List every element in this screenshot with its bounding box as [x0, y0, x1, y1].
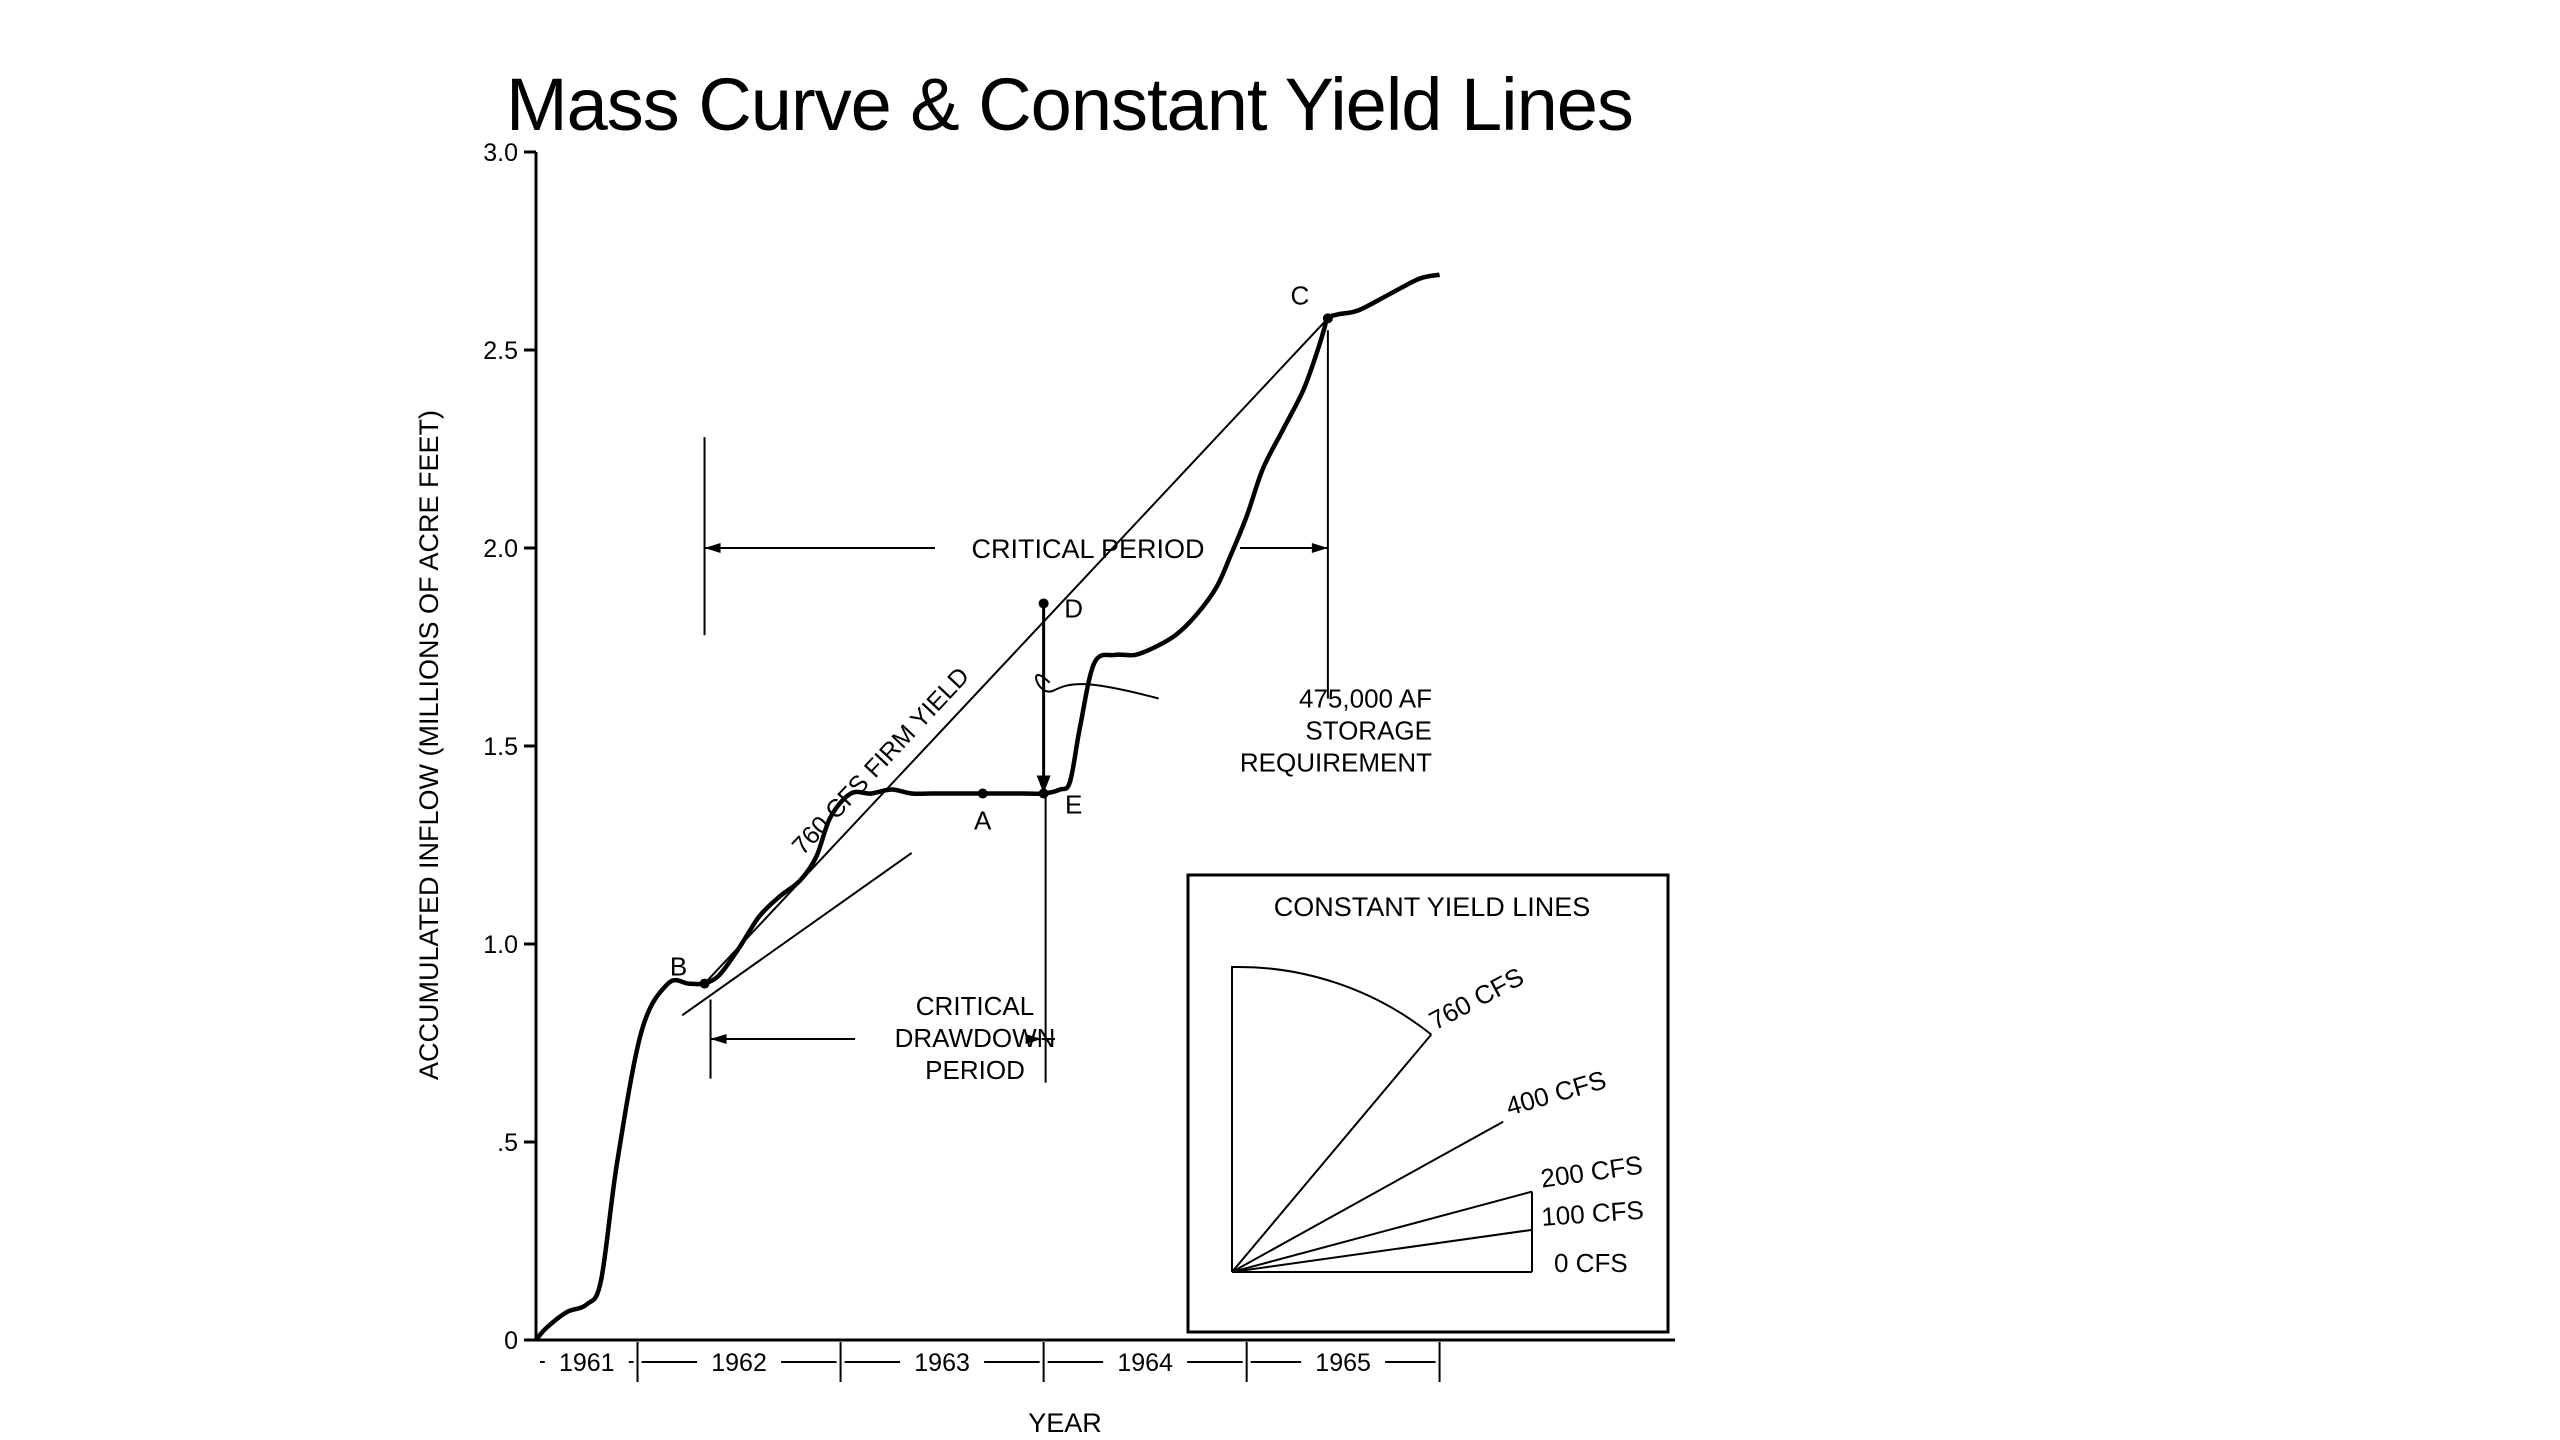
drawdown-label-line: DRAWDOWN [895, 1023, 1056, 1053]
y-tick-label: 1.5 [483, 733, 518, 761]
critical-period-arrow-right [1311, 543, 1328, 553]
inset-arc [1231, 965, 1432, 1272]
y-tick-label: 3.0 [483, 139, 518, 167]
y-tick-label: 2.5 [483, 337, 518, 365]
inset-frame [1186, 873, 1670, 1334]
storage-arrowhead [1036, 775, 1051, 794]
storage-label-line: STORAGE [1305, 715, 1432, 745]
inset-title: CONSTANT YIELD LINES [1274, 892, 1591, 922]
y-tick-label: .5 [497, 1129, 518, 1157]
firm-yield-label: 760 CFS FIRM YIELD [787, 662, 975, 860]
tangent-line [681, 852, 913, 1017]
point-marker-c [1322, 313, 1333, 324]
inset-yield-label: 0 CFS [1554, 1248, 1628, 1278]
point-marker-b [699, 978, 710, 989]
x-tick-label: 1962 [711, 1349, 767, 1377]
storage-label-line: 475,000 AF [1299, 683, 1432, 713]
x-tick-label: 1965 [1315, 1349, 1371, 1377]
point-label-d: D [1064, 593, 1083, 623]
y-tick-label: 2.0 [483, 535, 518, 563]
drawdown-arrow-right [1025, 1034, 1042, 1045]
x-axis-label: YEAR [1028, 1408, 1102, 1438]
mass-curve [534, 272, 1440, 1342]
inset-yield-line [1231, 1033, 1433, 1273]
point-label-a: A [974, 806, 992, 836]
x-tick-label: 1964 [1117, 1349, 1173, 1377]
point-label-e: E [1065, 790, 1082, 820]
point-label-b: B [670, 952, 687, 982]
inset-yield-label: 100 CFS [1540, 1195, 1644, 1232]
inset-yield-line [1231, 1190, 1533, 1273]
y-ticks: 0 .5 1.0 1.5 2.0 2.5 3.0 [483, 139, 536, 1355]
y-tick-label: 1.0 [483, 931, 518, 959]
point-marker-a [977, 788, 988, 799]
point-label-c: C [1290, 280, 1309, 310]
y-axis-label: ACCUMULATED INFLOW (MILLIONS OF ACRE FEE… [414, 410, 444, 1080]
inset-yield-line [1231, 1228, 1533, 1273]
critical-period-arrow-left [704, 543, 721, 553]
inset-yield-line [1231, 1120, 1504, 1273]
drawdown-arrow-left [710, 1034, 727, 1045]
x-tick-label: 1963 [914, 1349, 970, 1377]
slide-title: Mass Curve & Constant Yield Lines [506, 63, 1634, 146]
x-ticks: 1961 1962 1963 1964 1965 [540, 1342, 1441, 1382]
drawdown-label-line: CRITICAL [916, 991, 1034, 1021]
storage-label-line: REQUIREMENT [1240, 747, 1432, 777]
storage-leader [1035, 674, 1159, 700]
y-tick-label: 0 [504, 1327, 518, 1355]
drawdown-label-line: PERIOD [925, 1055, 1025, 1085]
critical-period-label: CRITICAL PERIOD [971, 534, 1204, 564]
x-tick-label: 1961 [559, 1349, 615, 1377]
